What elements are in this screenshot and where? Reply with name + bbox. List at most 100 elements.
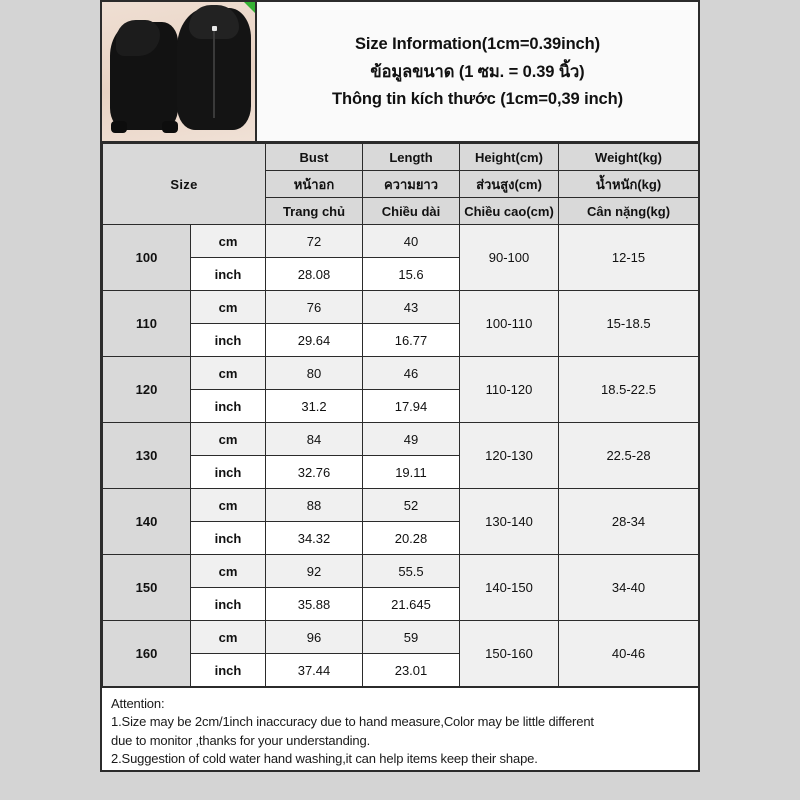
- row-size-label: 150: [102, 554, 191, 621]
- row-bust-cm: 72: [265, 224, 363, 258]
- notes-line-2: due to monitor ,thanks for your understa…: [111, 732, 371, 748]
- col-header-bust-vi: Trang chủ: [265, 197, 363, 225]
- title-block: Size Information(1cm=0.39inch) ข้อมูลขนา…: [257, 2, 698, 141]
- title-thai: ข้อมูลขนาด (1 ซม. = 0.39 นิ้ว): [370, 62, 585, 81]
- table-row: 150 cm 92 55.5 140-150 34-40: [102, 554, 699, 621]
- photo-background: [102, 2, 255, 141]
- title-vietnamese: Thông tin kích thước (1cm=0,39 inch): [332, 89, 623, 108]
- title-english: Size Information(1cm=0.39inch): [354, 34, 601, 53]
- row-length-inch: 15.6: [362, 257, 460, 291]
- attention-notes: Attention: 1.Size may be 2cm/1inch inacc…: [102, 687, 698, 770]
- row-unit-cm: cm: [190, 224, 266, 258]
- row-bust-cm: 88: [265, 488, 363, 522]
- table-row: inch 37.44 23.01: [103, 653, 699, 687]
- size-header-cell: Size: [102, 143, 266, 225]
- row-bust-inch: 35.88: [265, 587, 363, 621]
- row-weight-range: 18.5-22.5: [558, 356, 699, 423]
- table-row: 100 cm 72 40 90-100 12-15: [102, 224, 699, 291]
- row-length-cm: 43: [362, 290, 460, 324]
- hoodie-back-view-icon: [110, 20, 178, 133]
- table-row: 110 cm 76 43 100-110 15-18.5: [102, 290, 699, 357]
- product-photo: [102, 2, 257, 141]
- notes-heading: Attention:: [111, 696, 165, 711]
- row-weight-range: 15-18.5: [558, 290, 699, 357]
- row-size-label: 100: [102, 224, 191, 291]
- table-row: inch 31.2 17.94: [103, 389, 699, 423]
- row-unit-cm: cm: [190, 356, 266, 390]
- table-header-row-en: Size Bust Length Height(cm) Weight(kg): [102, 143, 699, 225]
- row-unit-inch: inch: [190, 587, 266, 621]
- row-length-cm: 49: [362, 422, 460, 456]
- row-unit-inch: inch: [190, 323, 266, 357]
- col-header-bust-th: หน้าอก: [265, 170, 363, 198]
- zipper-pull-icon: [212, 26, 217, 31]
- row-size-label: 160: [102, 620, 191, 687]
- row-length-cm: 55.5: [362, 554, 460, 588]
- header-banner: Size Information(1cm=0.39inch) ข้อมูลขนา…: [102, 2, 698, 143]
- row-length-inch: 17.94: [362, 389, 460, 423]
- row-unit-cm: cm: [190, 620, 266, 654]
- row-unit-inch: inch: [190, 389, 266, 423]
- col-header-weight-th: น้ำหนัก(kg): [558, 170, 699, 198]
- row-weight-range: 22.5-28: [558, 422, 699, 489]
- row-length-inch: 21.645: [362, 587, 460, 621]
- row-height-range: 100-110: [459, 290, 559, 357]
- notes-line-1: 1.Size may be 2cm/1inch inaccuracy due t…: [111, 714, 594, 730]
- row-bust-cm: 96: [265, 620, 363, 654]
- table-body: 100 cm 72 40 90-100 12-15 inch 28.08 15.6 110 cm 76…: [102, 224, 699, 687]
- row-height-range: 90-100: [459, 224, 559, 291]
- row-height-range: 150-160: [459, 620, 559, 687]
- table-row: 120 cm 80 46 110-120 18.5-22.5: [102, 356, 699, 423]
- row-weight-range: 34-40: [558, 554, 699, 621]
- table-header-row-th: หน้าอก ความยาว ส่วนสูง(cm) น้ำหนัก(kg): [103, 170, 699, 198]
- hoodie-front-view-icon: [177, 5, 251, 130]
- row-weight-range: 40-46: [558, 620, 699, 687]
- row-length-inch: 20.28: [362, 521, 460, 555]
- row-bust-cm: 80: [265, 356, 363, 390]
- row-unit-cm: cm: [190, 422, 266, 456]
- row-length-cm: 46: [362, 356, 460, 390]
- row-length-cm: 59: [362, 620, 460, 654]
- notes-line-3: 2.Suggestion of cold water hand washing,…: [111, 751, 538, 767]
- table-row: 130 cm 84 49 120-130 22.5-28: [102, 422, 699, 489]
- col-header-height-en: Height(cm): [459, 143, 559, 171]
- row-height-range: 110-120: [459, 356, 559, 423]
- row-unit-inch: inch: [190, 653, 266, 687]
- row-length-inch: 16.77: [362, 323, 460, 357]
- table-row: 140 cm 88 52 130-140 28-34: [102, 488, 699, 555]
- table-row: inch 35.88 21.645: [103, 587, 699, 621]
- row-length-inch: 23.01: [362, 653, 460, 687]
- row-unit-cm: cm: [190, 290, 266, 324]
- size-table: Size Bust Length Height(cm) Weight(kg) ห…: [102, 143, 699, 687]
- row-height-range: 130-140: [459, 488, 559, 555]
- row-bust-inch: 29.64: [265, 323, 363, 357]
- row-unit-cm: cm: [190, 488, 266, 522]
- row-bust-inch: 31.2: [265, 389, 363, 423]
- hood-icon: [116, 20, 160, 56]
- row-length-cm: 40: [362, 224, 460, 258]
- row-weight-range: 12-15: [558, 224, 699, 291]
- row-bust-cm: 92: [265, 554, 363, 588]
- row-bust-inch: 37.44: [265, 653, 363, 687]
- col-header-height-vi: Chiều cao(cm): [459, 197, 559, 225]
- row-bust-inch: 32.76: [265, 455, 363, 489]
- zipper-icon: [213, 30, 215, 118]
- row-size-label: 110: [102, 290, 191, 357]
- row-size-label: 120: [102, 356, 191, 423]
- col-header-height-th: ส่วนสูง(cm): [459, 170, 559, 198]
- col-header-length-th: ความยาว: [362, 170, 460, 198]
- col-header-weight-en: Weight(kg): [558, 143, 699, 171]
- table-row: inch 29.64 16.77: [103, 323, 699, 357]
- table-header-row-vi: Trang chủ Chiều dài Chiều cao(cm) Cân nặ…: [103, 197, 699, 225]
- col-header-weight-vi: Cân nặng(kg): [558, 197, 699, 225]
- cuff-right-icon: [162, 121, 178, 133]
- row-bust-inch: 28.08: [265, 257, 363, 291]
- col-header-length-en: Length: [362, 143, 460, 171]
- row-length-inch: 19.11: [362, 455, 460, 489]
- row-size-label: 130: [102, 422, 191, 489]
- row-bust-cm: 84: [265, 422, 363, 456]
- row-unit-inch: inch: [190, 455, 266, 489]
- row-unit-inch: inch: [190, 257, 266, 291]
- cuff-left-icon: [111, 121, 127, 133]
- row-bust-inch: 34.32: [265, 521, 363, 555]
